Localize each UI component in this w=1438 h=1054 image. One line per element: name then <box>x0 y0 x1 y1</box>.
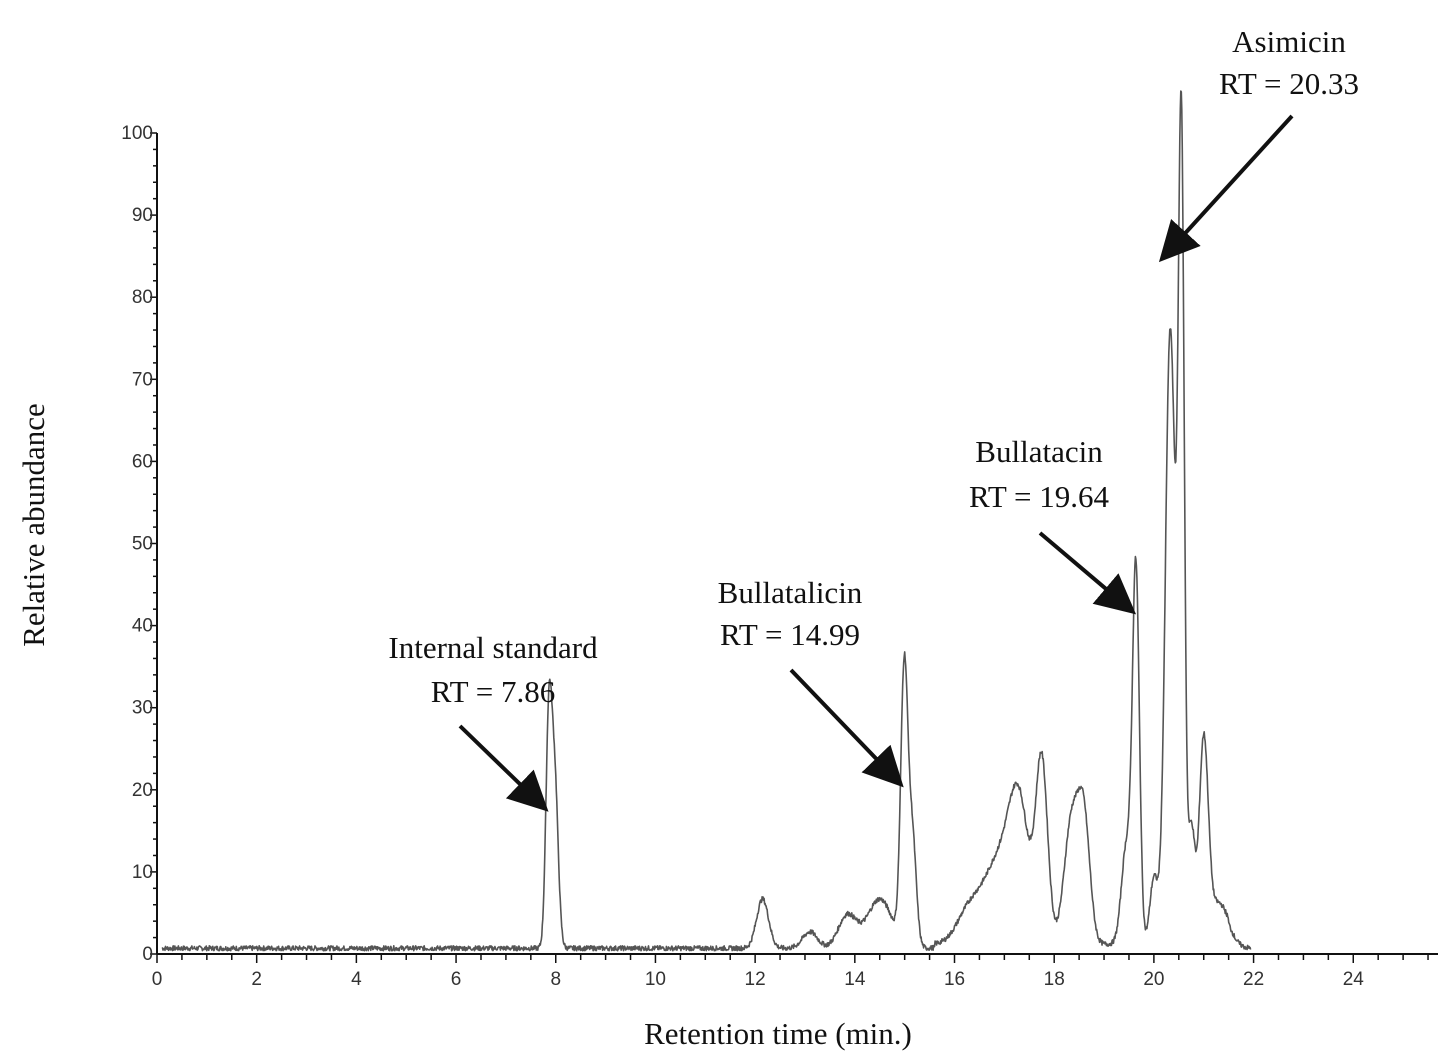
y-tick-label: 100 <box>121 123 153 144</box>
x-tick-label: 22 <box>1243 969 1264 990</box>
chromatogram-trace <box>161 90 1252 952</box>
y-tick-label: 80 <box>132 287 153 308</box>
retention-time-label: RT = 19.64 <box>969 479 1109 514</box>
peak-name-label: Bullatalicin <box>718 575 863 610</box>
peak-name-label: Internal standard <box>388 630 598 665</box>
retention-time-label: RT = 20.33 <box>1219 66 1359 101</box>
x-tick-label: 16 <box>944 969 965 990</box>
y-tick-label: 90 <box>132 205 153 226</box>
x-tick-label: 4 <box>351 969 362 990</box>
x-tick-label: 0 <box>152 969 163 990</box>
peak-name-label: Asimicin <box>1232 24 1346 59</box>
x-tick-label: 20 <box>1143 969 1164 990</box>
retention-time-label: RT = 14.99 <box>720 617 860 652</box>
y-axis-title: Relative abundance <box>16 403 51 647</box>
y-tick-label: 30 <box>132 698 153 719</box>
y-axis: 0 10 20 30 40 50 60 70 80 90 100 <box>121 123 158 965</box>
arrow-icon <box>1158 114 1294 263</box>
y-tick-label: 0 <box>142 944 153 965</box>
x-tick-label: 18 <box>1044 969 1065 990</box>
x-axis: 0 2 4 6 8 10 12 14 16 18 20 22 24 <box>152 953 1438 990</box>
x-tick-label: 14 <box>844 969 866 990</box>
arrow-icon <box>789 668 904 788</box>
x-tick-label: 2 <box>251 969 262 990</box>
y-tick-label: 40 <box>132 616 153 637</box>
x-tick-label: 24 <box>1343 969 1365 990</box>
y-tick-label: 70 <box>132 369 153 390</box>
peak-annotations: Internal standard RT = 7.86 Bullatalicin RT… <box>388 24 1359 812</box>
trace-line <box>161 90 1252 952</box>
y-tick-label: 20 <box>132 780 153 801</box>
y-tick-label: 10 <box>132 862 153 883</box>
arrow-icon <box>1038 531 1137 615</box>
x-axis-title: Retention time (min.) <box>644 1016 912 1051</box>
x-tick-label: 10 <box>645 969 666 990</box>
retention-time-label: RT = 7.86 <box>431 674 555 709</box>
x-tick-label: 8 <box>550 969 561 990</box>
peak-name-label: Bullatacin <box>975 434 1103 469</box>
y-tick-label: 60 <box>132 451 153 472</box>
y-tick-label: 50 <box>132 534 153 555</box>
x-tick-label: 6 <box>451 969 462 990</box>
x-tick-label: 12 <box>745 969 766 990</box>
arrow-icon <box>458 724 549 812</box>
